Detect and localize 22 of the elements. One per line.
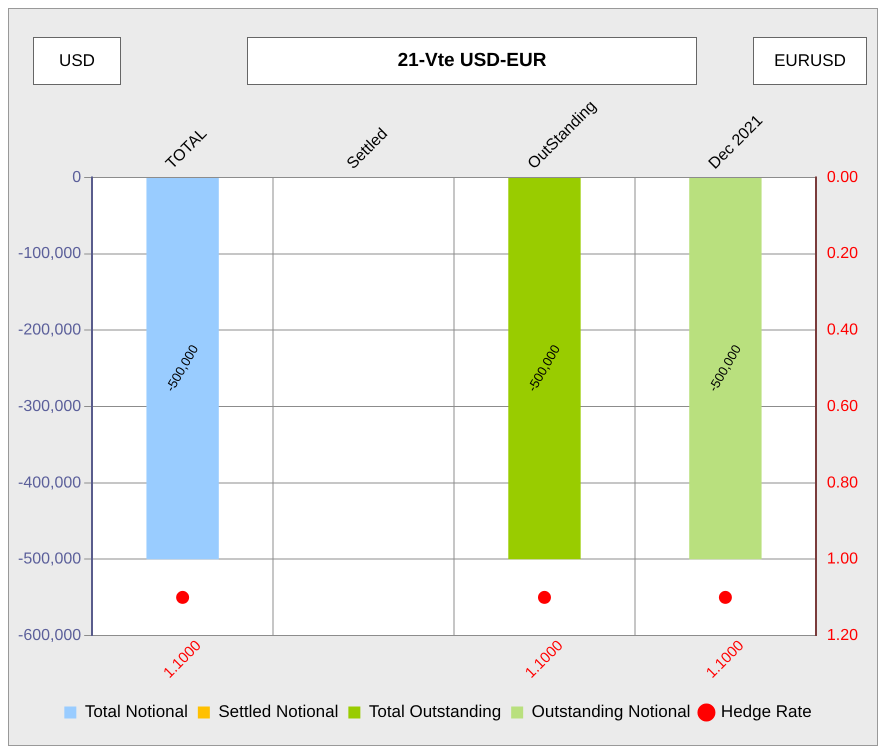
y2-tick-label: 0.40 — [826, 322, 858, 339]
y2-tick-label: 1.20 — [826, 627, 858, 644]
y-tick-label: -100,000 — [18, 245, 82, 262]
legend-label: Outstanding Notional — [532, 702, 690, 722]
legend-label: Settled Notional — [218, 702, 338, 722]
y2-tick-label: 0.60 — [826, 398, 858, 415]
y-tick-label: -500,000 — [18, 550, 82, 568]
text: EURUSD — [753, 37, 867, 85]
chart-title: 21-Vte USD-EUR — [247, 37, 697, 85]
legend-label: Total Outstanding — [368, 702, 502, 722]
y2-tick-label: 1.00 — [826, 550, 858, 568]
y-tick-label: -300,000 — [18, 398, 82, 415]
text: USD — [33, 37, 121, 85]
y2-tick-label: 0.20 — [826, 245, 858, 262]
legend-label: Hedge Rate — [720, 702, 812, 722]
legend-label: Total Notional — [84, 702, 188, 722]
y2-tick-label: 0.00 — [826, 168, 858, 186]
y-tick-label: -600,000 — [18, 627, 82, 644]
y-tick-label: -400,000 — [18, 474, 82, 492]
y-tick-label: -200,000 — [18, 322, 82, 339]
y2-tick-label: 0.80 — [826, 474, 858, 492]
y-tick-label: 0 — [72, 168, 82, 186]
